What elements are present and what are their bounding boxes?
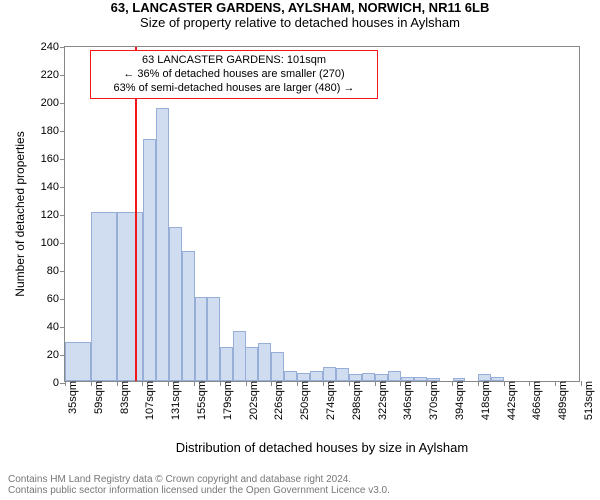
annotation-box: 63 LANCASTER GARDENS: 101sqm← 36% of det… (90, 50, 378, 99)
x-tick-label: 202sqm (246, 381, 260, 420)
y-axis-label: Number of detached properties (13, 131, 27, 296)
x-tick-label: 489sqm (555, 381, 569, 420)
histogram-bar (310, 371, 323, 381)
page-title: 63, LANCASTER GARDENS, AYLSHAM, NORWICH,… (0, 0, 600, 15)
x-tick-label: 250sqm (297, 381, 311, 420)
histogram-bar (182, 251, 195, 381)
histogram-bar (65, 342, 91, 381)
x-tick-label: 466sqm (529, 381, 543, 420)
histogram-bar (271, 352, 284, 381)
annotation-line: ← 36% of detached houses are smaller (27… (97, 68, 371, 82)
histogram-bar (143, 139, 156, 381)
x-tick-label: 274sqm (323, 381, 337, 420)
footer-credits: Contains HM Land Registry data © Crown c… (8, 474, 390, 496)
x-tick-label: 131sqm (168, 381, 182, 420)
histogram-bar (336, 368, 349, 381)
histogram-bar (349, 374, 362, 381)
histogram-bar (195, 297, 208, 381)
histogram-bar (91, 212, 117, 381)
histogram-bar (156, 108, 169, 381)
histogram-bar (284, 371, 297, 381)
x-tick-label: 83sqm (117, 381, 131, 414)
x-tick-label: 322sqm (375, 381, 389, 420)
histogram-bar (207, 297, 220, 381)
histogram-bar (388, 371, 401, 381)
histogram-bar (169, 227, 182, 381)
histogram-bar (401, 377, 414, 381)
x-tick-label: 370sqm (426, 381, 440, 420)
histogram-bar (323, 367, 336, 381)
x-tick-label: 442sqm (504, 381, 518, 420)
histogram-bar (220, 347, 233, 381)
histogram-bar (491, 377, 504, 381)
footer-line-1: Contains HM Land Registry data © Crown c… (8, 474, 390, 485)
histogram-bar (297, 373, 310, 381)
histogram-bar (414, 377, 427, 381)
x-tick-label: 418sqm (478, 381, 492, 420)
histogram-bar (258, 343, 271, 381)
annotation-line: 63 LANCASTER GARDENS: 101sqm (97, 54, 371, 68)
x-tick-label: 226sqm (271, 381, 285, 420)
histogram-bar (478, 374, 491, 381)
x-tick-label: 394sqm (452, 381, 466, 420)
x-tick-label: 179sqm (220, 381, 234, 420)
x-tick-label: 107sqm (142, 381, 156, 420)
x-tick-label: 35sqm (65, 381, 79, 414)
x-tick-label: 155sqm (194, 381, 208, 420)
x-tick-label: 298sqm (349, 381, 363, 420)
histogram-bar (362, 373, 375, 381)
x-tick-label: 513sqm (581, 381, 595, 420)
footer-line-2: Contains public sector information licen… (8, 485, 390, 496)
histogram-bar (245, 347, 258, 381)
x-tick-label: 346sqm (400, 381, 414, 420)
histogram-bar (427, 378, 440, 381)
page-subtitle: Size of property relative to detached ho… (0, 15, 600, 30)
histogram-bar (375, 374, 388, 381)
x-tick-label: 59sqm (91, 381, 105, 414)
histogram-bar (117, 212, 143, 381)
x-axis-label: Distribution of detached houses by size … (176, 440, 468, 455)
histogram-bar (453, 378, 466, 381)
annotation-line: 63% of semi-detached houses are larger (… (97, 82, 371, 96)
